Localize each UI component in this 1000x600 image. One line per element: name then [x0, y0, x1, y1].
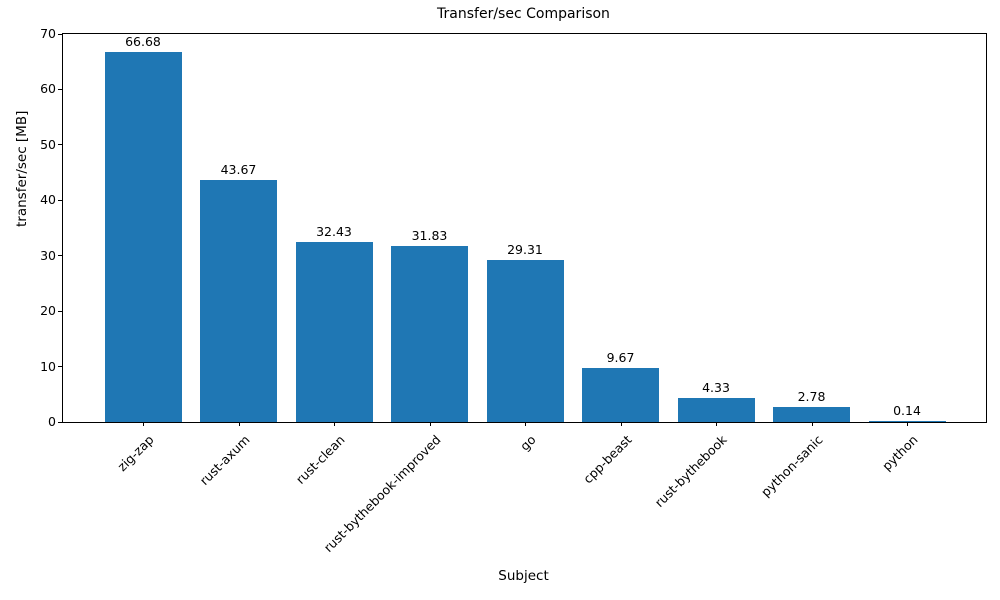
y-tick-label: 70 — [40, 26, 56, 41]
x-tick-mark — [811, 422, 813, 426]
bar-value-label: 66.68 — [125, 34, 161, 50]
x-tick-mark — [238, 422, 240, 426]
y-tick-mark — [58, 33, 62, 35]
bar-value-label: 0.14 — [893, 403, 921, 418]
bar-rust-axum — [200, 179, 277, 422]
bar-go — [486, 259, 564, 422]
x-tick-mark — [143, 422, 144, 426]
x-tick-mark — [620, 422, 622, 426]
y-tick-mark — [58, 144, 62, 146]
bar-rust-bythebook-improved — [391, 245, 468, 422]
y-tick-label: 30 — [40, 247, 56, 263]
y-tick-label: 0 — [48, 414, 56, 429]
bar-python-sanic — [773, 406, 850, 422]
y-tick-mark — [58, 421, 62, 423]
x-tick-mark — [525, 422, 526, 426]
x-tick-mark — [907, 422, 908, 426]
y-tick-label: 20 — [40, 303, 56, 319]
x-tick-mark — [334, 422, 335, 426]
bar-value-label: 43.67 — [220, 161, 257, 177]
y-tick-mark — [58, 88, 62, 90]
bar-python — [868, 421, 946, 422]
bar-rust-clean — [295, 242, 373, 422]
x-tick-mark — [716, 422, 717, 426]
x-axis-label: Subject — [498, 568, 549, 584]
y-tick-label: 10 — [40, 358, 56, 374]
y-tick-mark — [58, 366, 62, 368]
bar-rust-bythebook — [677, 398, 755, 422]
y-tick-label: 40 — [40, 192, 56, 208]
chart-title: Transfer/sec Comparison — [437, 6, 610, 22]
y-tick-label: 50 — [40, 136, 56, 152]
plot-area: 0 10 20 30 40 50 60 70 66.68 zig-zap 43.67 rust-axu… — [40, 27, 987, 555]
bar-value-label: 9.67 — [606, 350, 635, 366]
x-tick-mark — [429, 422, 431, 426]
y-tick-mark — [58, 255, 62, 257]
bar-value-label: 2.78 — [797, 388, 826, 404]
bar-value-label: 31.83 — [411, 227, 448, 243]
bar-value-label: 32.43 — [316, 224, 352, 240]
bar-value-label: 29.31 — [507, 241, 543, 257]
y-tick-mark — [58, 310, 62, 312]
bar-zig-zap — [104, 52, 182, 422]
bar-cpp-beast — [582, 368, 659, 422]
y-tick-label: 60 — [40, 81, 56, 97]
y-tick-mark — [58, 199, 62, 201]
bar-value-label: 4.33 — [702, 380, 730, 395]
